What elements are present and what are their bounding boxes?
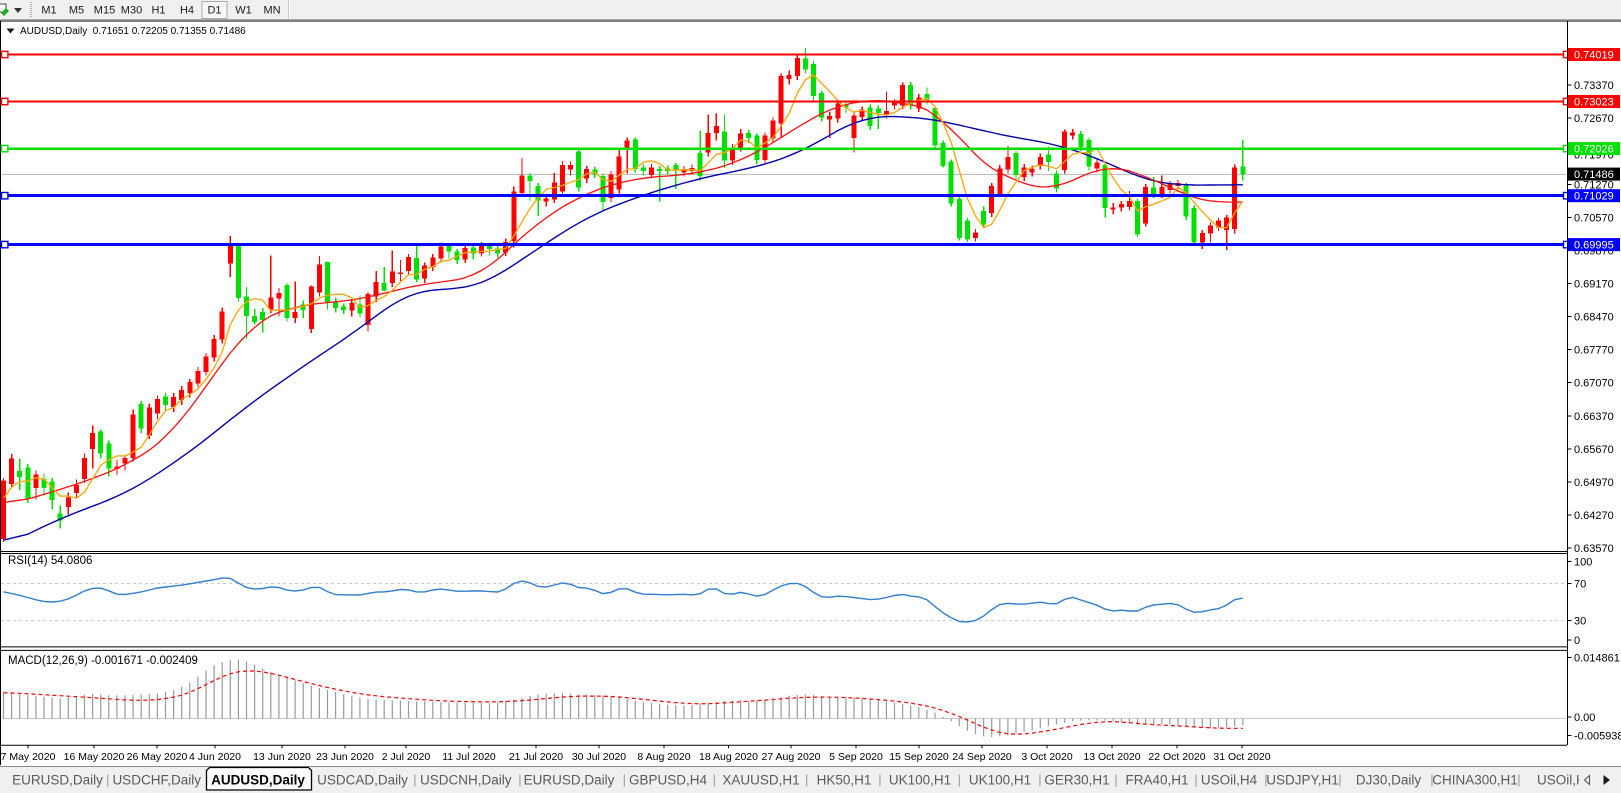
svg-text:|: |: [1114, 772, 1117, 787]
svg-text:CHINA300,H1: CHINA300,H1: [1432, 773, 1518, 788]
svg-text:M1: M1: [41, 5, 56, 17]
svg-text:USDCAD,Daily: USDCAD,Daily: [317, 773, 408, 788]
svg-text:USDCHF,Daily: USDCHF,Daily: [112, 773, 201, 788]
svg-text:|: |: [1338, 772, 1341, 787]
svg-text:30: 30: [1574, 616, 1586, 628]
svg-text:H4: H4: [180, 5, 194, 17]
svg-text:23 Jun 2020: 23 Jun 2020: [316, 751, 374, 763]
svg-text:|: |: [1517, 772, 1520, 787]
svg-text:|: |: [413, 772, 416, 787]
svg-text:|: |: [1038, 772, 1041, 787]
svg-text:|: |: [1264, 772, 1267, 787]
svg-text:M5: M5: [69, 5, 84, 17]
svg-text:|: |: [805, 772, 808, 787]
svg-text:0.74019: 0.74019: [1574, 50, 1614, 62]
svg-text:0.67770: 0.67770: [1574, 345, 1614, 357]
svg-text:22 Oct 2020: 22 Oct 2020: [1148, 751, 1205, 763]
svg-text:GBPUSD,H4: GBPUSD,H4: [629, 773, 708, 788]
svg-text:0.67070: 0.67070: [1574, 378, 1614, 390]
svg-text:0.70570: 0.70570: [1574, 212, 1614, 224]
svg-text:7 May 2020: 7 May 2020: [1, 751, 56, 763]
svg-text:DJ30,Daily: DJ30,Daily: [1356, 773, 1422, 788]
svg-text:XAUUSD,H1: XAUUSD,H1: [722, 773, 799, 788]
svg-text:30 Jul 2020: 30 Jul 2020: [572, 751, 626, 763]
svg-text:27 Aug 2020: 27 Aug 2020: [762, 751, 821, 763]
svg-text:0.71270: 0.71270: [1574, 179, 1614, 191]
svg-text:FRA40,H1: FRA40,H1: [1125, 773, 1188, 788]
svg-text:0.72026: 0.72026: [1574, 144, 1614, 156]
svg-text:M15: M15: [94, 5, 115, 17]
svg-text:AUDUSD,Daily 0.71651 0.72205: AUDUSD,Daily 0.71651 0.72205 0.71355 0.7…: [20, 26, 246, 37]
svg-text:M30: M30: [121, 5, 142, 17]
svg-text:RSI(14) 54.0806: RSI(14) 54.0806: [8, 555, 92, 567]
svg-text:0.014861: 0.014861: [1574, 653, 1620, 665]
svg-text:GER30,H1: GER30,H1: [1044, 773, 1109, 788]
svg-text:24 Sep 2020: 24 Sep 2020: [952, 751, 1012, 763]
svg-text:|: |: [518, 772, 521, 787]
svg-text:70: 70: [1574, 579, 1586, 591]
svg-text:0.72670: 0.72670: [1574, 113, 1614, 125]
svg-text:13 Jun 2020: 13 Jun 2020: [253, 751, 311, 763]
svg-text:MN: MN: [263, 5, 280, 17]
svg-text:0.71486: 0.71486: [1574, 169, 1614, 181]
svg-text:0.64970: 0.64970: [1574, 477, 1614, 489]
svg-text:|: |: [1430, 772, 1433, 787]
svg-text:D1: D1: [207, 5, 221, 17]
svg-text:0.64270: 0.64270: [1574, 510, 1614, 522]
svg-text:4 Jun 2020: 4 Jun 2020: [189, 751, 241, 763]
svg-text:0: 0: [1574, 635, 1580, 647]
svg-text:|: |: [713, 772, 716, 787]
svg-text:H1: H1: [151, 5, 165, 17]
svg-text:USDCNH,Daily: USDCNH,Daily: [420, 773, 512, 788]
svg-text:0.65670: 0.65670: [1574, 444, 1614, 456]
svg-text:15 Sep 2020: 15 Sep 2020: [889, 751, 949, 763]
svg-text:21 Jul 2020: 21 Jul 2020: [509, 751, 563, 763]
svg-text:HK50,H1: HK50,H1: [817, 773, 872, 788]
svg-text:16 May 2020: 16 May 2020: [64, 751, 125, 763]
svg-text:18 Aug 2020: 18 Aug 2020: [699, 751, 758, 763]
svg-text:0.69995: 0.69995: [1574, 240, 1614, 252]
svg-text:100: 100: [1574, 556, 1592, 568]
svg-text:0.73370: 0.73370: [1574, 80, 1614, 92]
svg-text:0.00: 0.00: [1574, 712, 1595, 724]
svg-text:EURUSD,Daily: EURUSD,Daily: [12, 773, 103, 788]
svg-text:5 Sep 2020: 5 Sep 2020: [829, 751, 883, 763]
svg-text:13 Oct 2020: 13 Oct 2020: [1083, 751, 1140, 763]
svg-text:MACD(12,26,9) -0.001671 -0.002: MACD(12,26,9) -0.001671 -0.002409: [8, 655, 198, 667]
svg-text:AUDUSD,Daily: AUDUSD,Daily: [211, 773, 305, 788]
svg-text:3 Oct 2020: 3 Oct 2020: [1021, 751, 1073, 763]
svg-text:0.68470: 0.68470: [1574, 312, 1614, 324]
svg-text:|: |: [958, 772, 961, 787]
svg-text:W1: W1: [235, 5, 252, 17]
svg-text:2 Jul 2020: 2 Jul 2020: [382, 751, 431, 763]
svg-text:0.66370: 0.66370: [1574, 411, 1614, 423]
svg-text:0.71029: 0.71029: [1574, 191, 1614, 203]
svg-text:|: |: [878, 772, 881, 787]
svg-text:0.69170: 0.69170: [1574, 279, 1614, 291]
svg-text:8 Aug 2020: 8 Aug 2020: [637, 751, 690, 763]
svg-text:|: |: [623, 772, 626, 787]
svg-text:UK100,H1: UK100,H1: [969, 773, 1031, 788]
svg-text:|: |: [106, 772, 109, 787]
svg-text:0.73023: 0.73023: [1574, 97, 1614, 109]
svg-text:UK100,H1: UK100,H1: [889, 773, 951, 788]
svg-text:|: |: [1194, 772, 1197, 787]
svg-text:-0.005938: -0.005938: [1574, 731, 1621, 743]
svg-text:USOil,H4: USOil,H4: [1201, 773, 1258, 788]
svg-text:26 May 2020: 26 May 2020: [127, 751, 188, 763]
svg-text:USDJPY,H1: USDJPY,H1: [1266, 773, 1339, 788]
svg-text:0.63570: 0.63570: [1574, 543, 1614, 555]
svg-text:11 Jul 2020: 11 Jul 2020: [442, 751, 496, 763]
svg-text:31 Oct 2020: 31 Oct 2020: [1213, 751, 1270, 763]
svg-text:EURUSD,Daily: EURUSD,Daily: [524, 773, 615, 788]
